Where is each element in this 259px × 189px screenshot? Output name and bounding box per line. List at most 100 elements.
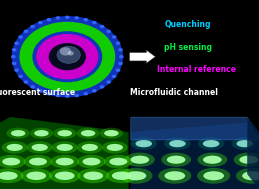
Ellipse shape (100, 128, 123, 139)
Ellipse shape (52, 141, 78, 154)
Ellipse shape (77, 141, 103, 154)
Ellipse shape (30, 128, 53, 139)
Circle shape (38, 89, 43, 93)
Ellipse shape (83, 172, 103, 180)
Circle shape (116, 68, 120, 72)
Ellipse shape (164, 137, 191, 150)
Circle shape (74, 16, 79, 20)
Ellipse shape (203, 171, 224, 180)
Circle shape (12, 16, 123, 97)
Circle shape (118, 48, 123, 52)
Circle shape (14, 42, 19, 45)
Circle shape (47, 92, 51, 95)
Ellipse shape (158, 168, 191, 184)
Circle shape (56, 16, 60, 20)
Ellipse shape (242, 171, 259, 180)
Circle shape (74, 94, 79, 97)
Polygon shape (0, 117, 128, 189)
Text: Internal reference: Internal reference (157, 65, 236, 74)
Circle shape (19, 22, 115, 92)
Ellipse shape (77, 155, 106, 168)
Text: pH sensing: pH sensing (164, 43, 212, 52)
Ellipse shape (83, 158, 100, 166)
Circle shape (49, 43, 86, 70)
Ellipse shape (53, 128, 76, 139)
Ellipse shape (234, 153, 259, 167)
Circle shape (11, 55, 16, 58)
Polygon shape (131, 117, 259, 140)
Ellipse shape (20, 168, 52, 183)
Circle shape (118, 62, 123, 65)
Ellipse shape (57, 130, 72, 136)
Circle shape (106, 30, 111, 33)
FancyArrow shape (130, 50, 155, 63)
Ellipse shape (6, 128, 30, 139)
Ellipse shape (2, 158, 20, 166)
Ellipse shape (57, 144, 73, 151)
Circle shape (100, 85, 104, 89)
Circle shape (119, 55, 124, 58)
Ellipse shape (81, 130, 95, 136)
Ellipse shape (104, 155, 133, 168)
Circle shape (112, 75, 117, 78)
Circle shape (14, 68, 19, 72)
Ellipse shape (164, 171, 185, 180)
Ellipse shape (106, 168, 138, 183)
Circle shape (68, 51, 74, 56)
Ellipse shape (167, 156, 185, 164)
Ellipse shape (239, 156, 258, 164)
Ellipse shape (49, 168, 81, 183)
Circle shape (57, 46, 80, 63)
Ellipse shape (125, 153, 155, 167)
Polygon shape (247, 117, 259, 189)
Ellipse shape (203, 156, 222, 164)
Ellipse shape (161, 153, 191, 167)
Ellipse shape (0, 155, 26, 168)
Ellipse shape (135, 140, 152, 147)
Text: Fluorescent surface: Fluorescent surface (0, 88, 75, 98)
Circle shape (83, 92, 88, 95)
Circle shape (116, 42, 120, 45)
Ellipse shape (232, 137, 258, 150)
Circle shape (112, 35, 117, 39)
Circle shape (12, 62, 17, 65)
Circle shape (65, 94, 70, 98)
Ellipse shape (27, 141, 53, 154)
Circle shape (65, 15, 70, 19)
Ellipse shape (56, 158, 74, 166)
Circle shape (24, 30, 28, 33)
Ellipse shape (51, 155, 79, 168)
Polygon shape (0, 117, 128, 189)
Ellipse shape (0, 172, 18, 180)
Ellipse shape (104, 130, 119, 136)
Ellipse shape (197, 168, 230, 184)
Ellipse shape (102, 141, 128, 154)
Ellipse shape (236, 140, 253, 147)
Ellipse shape (11, 130, 25, 136)
Ellipse shape (6, 144, 23, 151)
Ellipse shape (29, 158, 47, 166)
Circle shape (56, 94, 60, 97)
Polygon shape (131, 123, 259, 189)
Circle shape (60, 47, 71, 56)
Text: Quenching: Quenching (164, 20, 211, 29)
Ellipse shape (107, 144, 123, 151)
Circle shape (106, 80, 111, 84)
Ellipse shape (197, 153, 227, 167)
Circle shape (30, 85, 35, 89)
Ellipse shape (119, 168, 153, 184)
Ellipse shape (112, 172, 132, 180)
Ellipse shape (55, 172, 75, 180)
Ellipse shape (109, 158, 127, 166)
Ellipse shape (0, 168, 24, 183)
Ellipse shape (203, 140, 219, 147)
Circle shape (12, 48, 17, 52)
Ellipse shape (131, 137, 157, 150)
Circle shape (30, 25, 35, 28)
Circle shape (18, 35, 23, 39)
Ellipse shape (24, 155, 52, 168)
Ellipse shape (198, 137, 224, 150)
Ellipse shape (236, 168, 259, 184)
Circle shape (32, 31, 102, 82)
Ellipse shape (32, 144, 48, 151)
